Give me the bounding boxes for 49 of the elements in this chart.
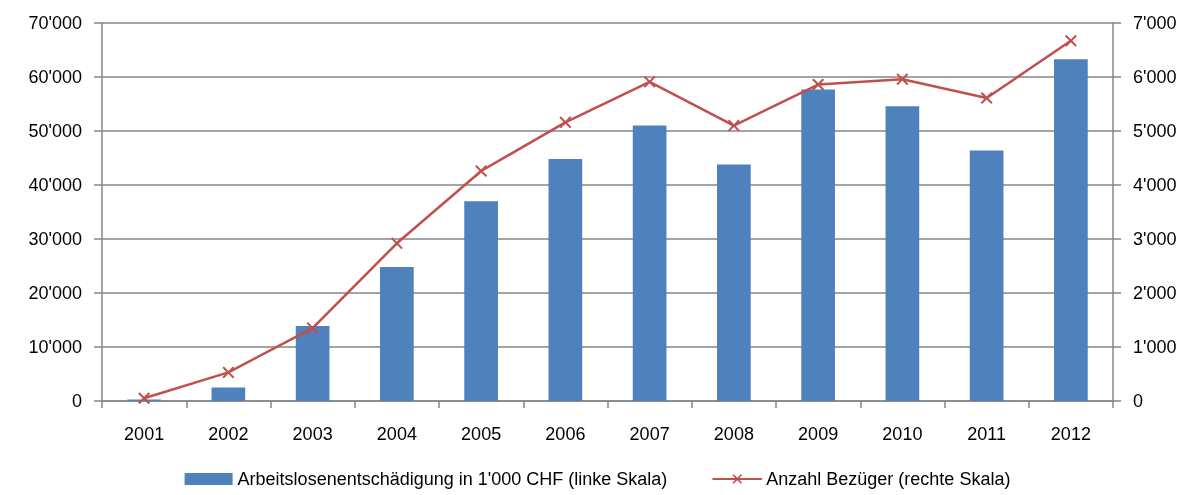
- y2-tick-label: 1'000: [1133, 337, 1177, 357]
- x-tick-label: 2005: [461, 424, 502, 444]
- bar: [885, 106, 920, 401]
- y2-tick-label: 6'000: [1133, 67, 1177, 87]
- bar: [801, 89, 835, 401]
- y2-tick-label: 4'000: [1133, 175, 1177, 195]
- x-tick-label: 2004: [376, 424, 417, 444]
- x-tick-label: 2006: [545, 424, 586, 444]
- y2-tick-label: 5'000: [1133, 121, 1177, 141]
- point: [1064, 34, 1077, 47]
- x-tick-label: 2012: [1050, 424, 1091, 444]
- y2-tick-label: 3'000: [1133, 229, 1177, 249]
- y-tick-label: 0: [71, 391, 82, 411]
- bar: [1054, 59, 1088, 401]
- y-tick-label: 10'000: [28, 337, 82, 357]
- bar: [632, 125, 667, 401]
- x-tick-label: 2010: [882, 424, 923, 444]
- legend-label: Arbeitslosenentschädigung in 1'000 CHF (linke Skala): [237, 469, 668, 489]
- bar: [295, 325, 330, 401]
- bar: [380, 267, 414, 401]
- y-tick-label: 50'000: [28, 121, 82, 141]
- bar: [464, 201, 498, 401]
- legend-label: Anzahl Bezüger (rechte Skala): [766, 469, 1011, 489]
- x-tick-label: 2003: [292, 424, 333, 444]
- y2-tick-label: 2'000: [1133, 283, 1177, 303]
- bar: [548, 159, 583, 401]
- y2-tick-label: 7'000: [1133, 13, 1177, 33]
- point: [475, 164, 488, 177]
- x-tick-label: 2002: [208, 424, 249, 444]
- point: [222, 366, 235, 379]
- bar: [717, 164, 751, 401]
- bar: [211, 387, 246, 401]
- point: [138, 392, 151, 405]
- bar: [969, 150, 1004, 401]
- x-tick-label: 2001: [124, 424, 165, 444]
- y-tick-label: 20'000: [28, 283, 82, 303]
- x-tick-label: 2009: [798, 424, 839, 444]
- point: [390, 237, 403, 250]
- y2-tick-label: 0: [1133, 391, 1144, 411]
- point: [980, 92, 993, 105]
- y-tick-label: 60'000: [28, 67, 82, 87]
- x-tick-label: 2011: [967, 424, 1006, 444]
- point: [812, 78, 825, 91]
- x-tick-label: 2007: [629, 424, 670, 444]
- point: [559, 116, 572, 129]
- y-tick-label: 40'000: [28, 175, 82, 195]
- x-tick-label: 2008: [713, 424, 754, 444]
- y-tick-label: 70'000: [28, 13, 82, 33]
- y-tick-label: 30'000: [28, 229, 82, 249]
